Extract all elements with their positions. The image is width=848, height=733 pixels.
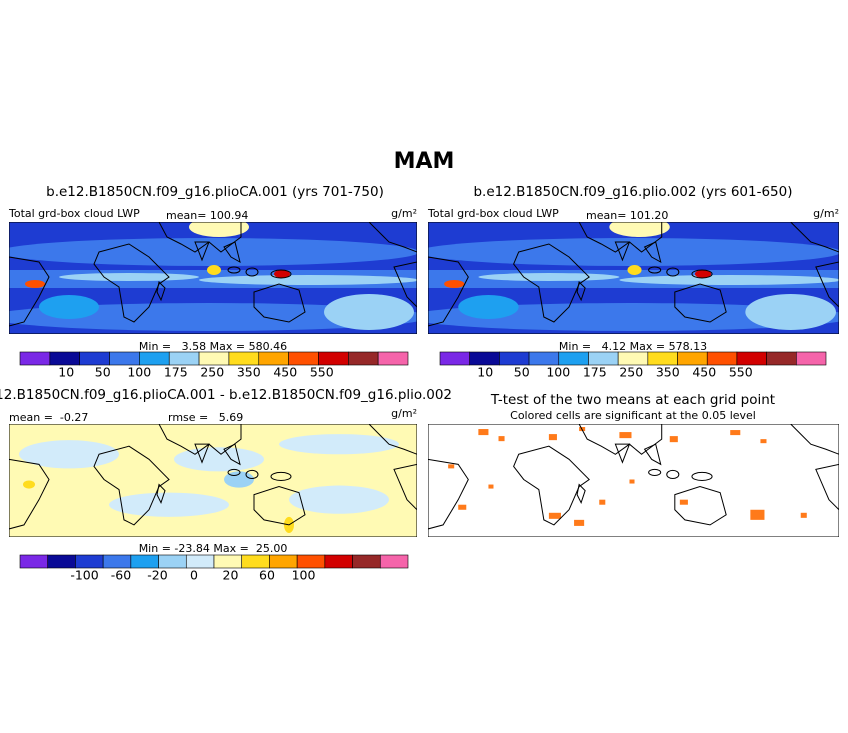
colorbar-label: -20 [147,568,167,583]
left-label: Total grd-box cloud LWP [8,207,140,220]
colorbar-label: 350 [237,365,261,380]
colorbar-label: 450 [692,365,716,380]
colorbar-label: 450 [273,365,297,380]
colorbar: -100 -60 -20 0 20 60 100 [19,554,409,583]
panel-subtitle: Colored cells are significant at the 0.0… [510,409,756,422]
colorbar-box [185,554,215,569]
colorbar-box [588,351,619,366]
colorbar-box [736,351,767,366]
map [9,424,417,538]
center-label: mean= 101.20 [586,209,668,222]
colorbar-label: -100 [70,568,98,583]
colorbar-box [499,351,530,366]
colorbar-box [241,554,270,569]
colorbar-box [647,351,678,366]
colorbar-box [19,351,51,366]
left-label: mean = -0.27 [9,411,88,424]
colorbar-label: 10 [477,365,493,380]
colorbar-box [228,351,260,366]
panel-title: b.e12.B1850CN.f09_g16.plio.002 (yrs 601-… [473,184,792,200]
colorbar-label: 10 [58,365,74,380]
panel-title: b.e12.B1850CN.f09_g16.plioCA.001 - b.e12… [0,387,452,403]
colorbar-box [677,351,708,366]
colorbar-box [324,554,353,569]
colorbar-label: 175 [164,365,188,380]
colorbar-box [288,351,319,366]
colorbar-box [258,351,289,366]
units: g/m² [813,207,839,220]
colorbar-box [47,554,76,569]
colorbar-label: 100 [127,365,151,380]
colorbar-box [269,554,298,569]
colorbar-label: 0 [190,568,198,583]
colorbar-box [439,351,470,366]
colorbar-box [102,554,132,569]
center-label: rmse = 5.69 [168,411,243,424]
colorbar-box [168,351,200,366]
colorbar-box [49,351,80,366]
colorbar-box [377,351,409,366]
units: g/m² [391,207,417,220]
colorbar-box [139,351,170,366]
colorbar-label: 550 [729,365,753,380]
colorbar-box [379,554,409,569]
colorbar-label: 250 [619,365,643,380]
colorbar-box [528,351,560,366]
panel-title: T-test of the two means at each grid poi… [490,392,775,408]
colorbar-box [796,351,827,366]
min-max: Min = -23.84 Max = 25.00 [139,542,288,555]
colorbar-box [558,351,589,366]
min-max: Min = 4.12 Max = 578.13 [559,340,707,353]
colorbar-box [109,351,140,366]
colorbar-label: 550 [310,365,334,380]
colorbar: 10 50 100 175 250 350 450 550 [439,351,827,380]
colorbar-box [348,351,379,366]
colorbar-box [352,554,381,569]
units: g/m² [391,407,417,420]
map [428,424,840,538]
colorbar-box [213,554,243,569]
left-label: Total grd-box cloud LWP [427,207,559,220]
colorbar-label: 250 [200,365,224,380]
colorbar-box [79,351,110,366]
colorbar-box [318,351,349,366]
colorbar-box [19,554,49,569]
map [9,222,417,334]
colorbar-label: -60 [111,568,131,583]
colorbar-label: 350 [656,365,680,380]
colorbar-box [296,554,326,569]
colorbar-label: 50 [514,365,530,380]
colorbar-box [198,351,230,366]
colorbar: 10 50 100 175 250 350 450 550 [19,351,409,380]
min-max: Min = 3.58 Max = 580.46 [139,340,287,353]
colorbar-label: 50 [95,365,111,380]
center-label: mean= 100.94 [166,209,248,222]
colorbar-box [75,554,104,569]
colorbar-box [766,351,797,366]
panel-title: b.e12.B1850CN.f09_g16.plioCA.001 (yrs 70… [46,184,384,200]
colorbar-label: 100 [546,365,570,380]
colorbar-label: 100 [292,568,316,583]
colorbar-label: 20 [223,568,239,583]
colorbar-box [617,351,649,366]
colorbar-label: 175 [583,365,607,380]
figure-title: MAM [394,149,455,174]
colorbar-box [469,351,500,366]
colorbar-box [706,351,738,366]
colorbar-box [158,554,187,569]
colorbar-box [130,554,159,569]
map [428,222,840,334]
colorbar-label: 60 [259,568,275,583]
